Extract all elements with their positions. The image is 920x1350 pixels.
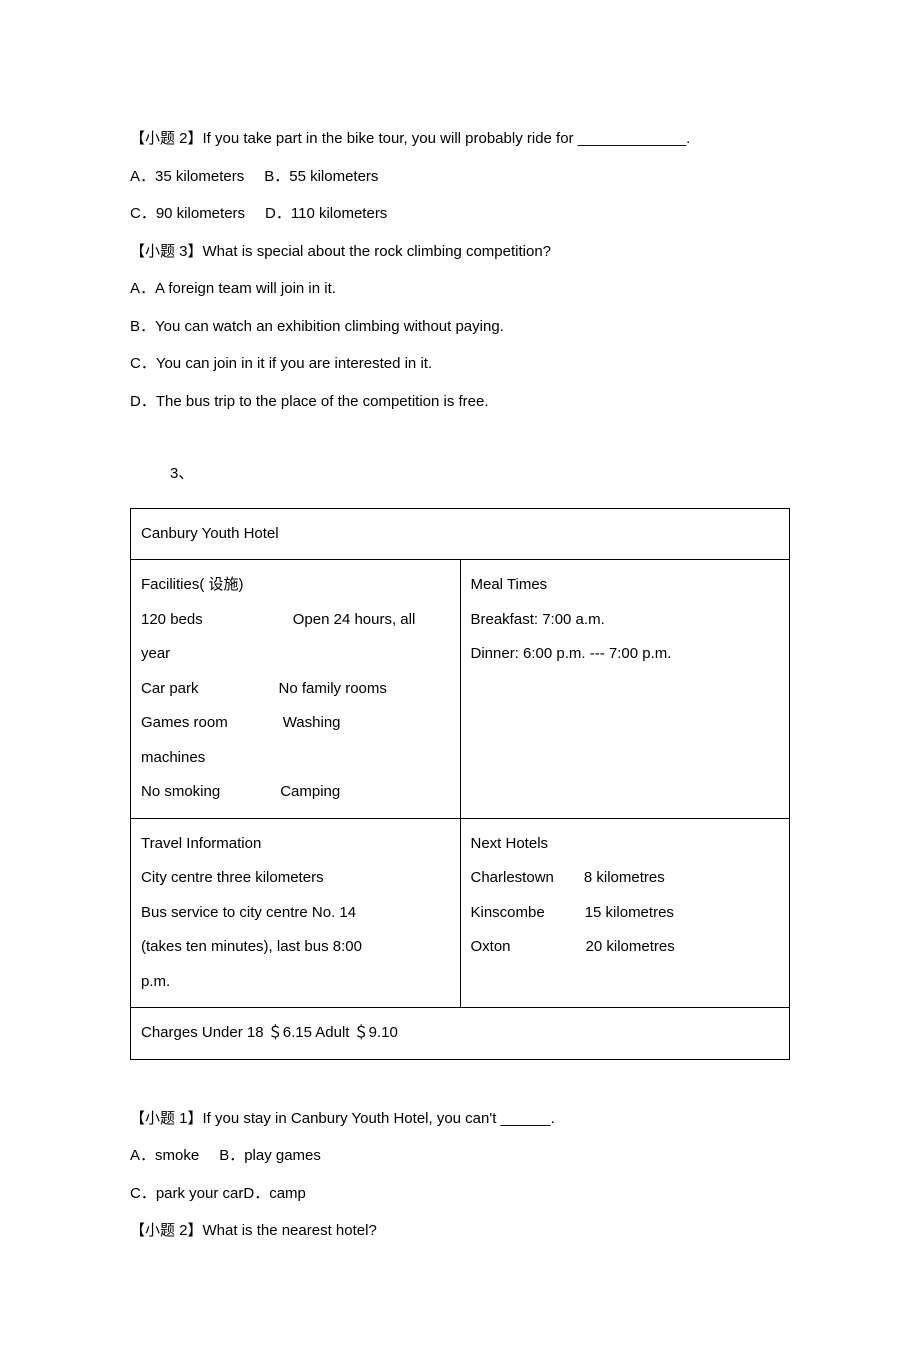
next-line2: Kinscombe 15 kilometres [471, 896, 780, 931]
question-3a-option-a: A．A foreign team will join in it. [130, 270, 790, 308]
section-3-label: 3、 [170, 455, 790, 493]
facilities-header: Facilities( 设施) [141, 568, 450, 603]
next-oxton: Oxton [471, 938, 511, 955]
hotel-title: Canbury Youth Hotel [141, 525, 279, 542]
question-3b1-row2: C．park your carD．camp [130, 1175, 790, 1213]
question-2-options-row2: C．90 kilometers D．110 kilometers [130, 195, 790, 233]
question-3b2-stem: 【小题 2】What is the nearest hotel? [130, 1212, 790, 1250]
facilities-cell: Facilities( 设施) 120 beds Open 24 hours, a… [131, 560, 461, 819]
facilities-games: Games room [141, 714, 228, 731]
hotel-title-cell: Canbury Youth Hotel [131, 508, 790, 560]
question-2-option-c: C．90 kilometers [130, 205, 245, 222]
facilities-washing: Washing [283, 714, 341, 731]
question-3a-stem: 【小题 3】What is special about the rock cli… [130, 233, 790, 271]
question-3b2-text: What is the nearest hotel? [203, 1222, 377, 1239]
charges-cell: Charges Under 18 ＄6.15 Adult ＄9.10 [131, 1008, 790, 1060]
facilities-line1: 120 beds Open 24 hours, all [141, 603, 450, 638]
meals-dinner: Dinner: 6:00 p.m. --- 7:00 p.m. [471, 637, 780, 672]
question-3a-text: What is special about the rock climbing … [203, 243, 552, 260]
facilities-line3: Games room Washing [141, 706, 450, 741]
question-3a-option-c: C．You can join in it if you are interest… [130, 345, 790, 383]
next-kinscombe-dist: 15 kilometres [585, 904, 674, 921]
question-2-text: If you take part in the bike tour, you w… [203, 130, 691, 147]
travel-line4: p.m. [141, 965, 450, 1000]
facilities-nosmoking: No smoking [141, 783, 220, 800]
travel-cell: Travel Information City centre three kil… [131, 818, 461, 1008]
next-charlestown-dist: 8 kilometres [584, 869, 665, 886]
question-2-option-a: A．35 kilometers [130, 168, 244, 185]
question-3b1-prefix: 【小题 1】 [130, 1110, 203, 1127]
facilities-line1c: year [141, 637, 450, 672]
question-3b1-option-c: C．park your car [130, 1185, 243, 1202]
question-3b1-text: If you stay in Canbury Youth Hotel, you … [203, 1110, 555, 1127]
facilities-open: Open 24 hours, all [293, 611, 416, 628]
meals-cell: Meal Times Breakfast: 7:00 a.m. Dinner: … [460, 560, 790, 819]
meals-breakfast: Breakfast: 7:00 a.m. [471, 603, 780, 638]
next-header: Next Hotels [471, 827, 780, 862]
question-2-option-b: B．55 kilometers [264, 168, 378, 185]
question-3b1-row1: A．smoke B．play games [130, 1137, 790, 1175]
question-2-stem: 【小题 2】If you take part in the bike tour,… [130, 120, 790, 158]
question-2-options-row1: A．35 kilometers B．55 kilometers [130, 158, 790, 196]
meals-header: Meal Times [471, 568, 780, 603]
hotel-table: Canbury Youth Hotel Facilities( 设施) 120 … [130, 508, 790, 1060]
question-3a-option-d: D．The bus trip to the place of the compe… [130, 383, 790, 421]
question-3a-prefix: 【小题 3】 [130, 243, 203, 260]
next-line3: Oxton 20 kilometres [471, 930, 780, 965]
charges-text: Charges Under 18 ＄6.15 Adult ＄9.10 [141, 1024, 398, 1041]
question-3b1-option-d: D．camp [243, 1185, 306, 1202]
question-2-prefix: 【小题 2】 [130, 130, 203, 147]
travel-line2: Bus service to city centre No. 14 [141, 896, 450, 931]
next-line1: Charlestown 8 kilometres [471, 861, 780, 896]
question-2-option-d: D．110 kilometers [265, 205, 387, 222]
facilities-line3c: machines [141, 741, 450, 776]
question-3b2-prefix: 【小题 2】 [130, 1222, 203, 1239]
question-3b1-stem: 【小题 1】If you stay in Canbury Youth Hotel… [130, 1100, 790, 1138]
question-3a-option-b: B．You can watch an exhibition climbing w… [130, 308, 790, 346]
question-3b1-option-a: A．smoke [130, 1147, 199, 1164]
travel-line1: City centre three kilometers [141, 861, 450, 896]
page-container: 【小题 2】If you take part in the bike tour,… [0, 0, 920, 1350]
next-kinscombe: Kinscombe [471, 904, 545, 921]
facilities-line4: No smoking Camping [141, 775, 450, 810]
facilities-beds: 120 beds [141, 611, 203, 628]
next-charlestown: Charlestown [471, 869, 554, 886]
next-oxton-dist: 20 kilometres [586, 938, 675, 955]
facilities-line2: Car park No family rooms [141, 672, 450, 707]
facilities-camping: Camping [280, 783, 340, 800]
travel-line3: (takes ten minutes), last bus 8:00 [141, 930, 450, 965]
travel-header: Travel Information [141, 827, 450, 862]
facilities-carpark: Car park [141, 680, 199, 697]
facilities-nofamily: No family rooms [279, 680, 387, 697]
question-3b1-option-b: B．play games [219, 1147, 321, 1164]
next-hotels-cell: Next Hotels Charlestown 8 kilometres Kins… [460, 818, 790, 1008]
